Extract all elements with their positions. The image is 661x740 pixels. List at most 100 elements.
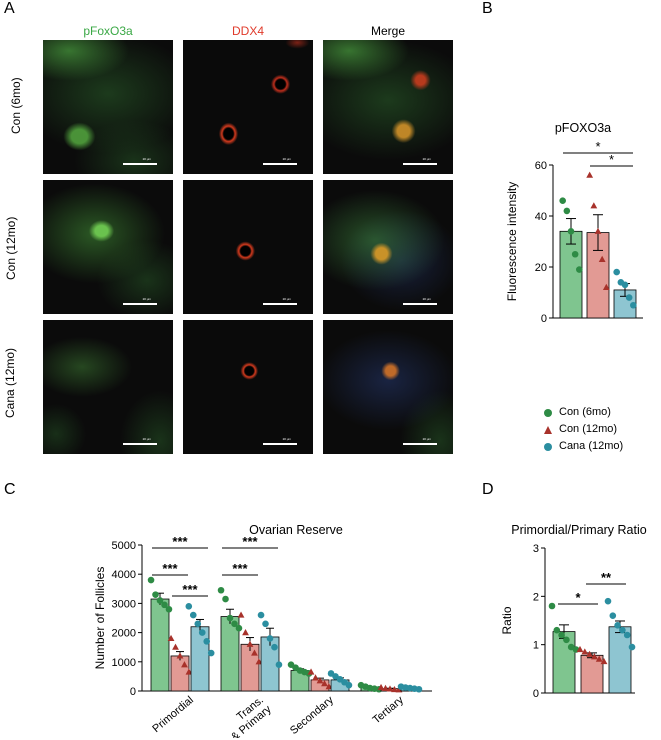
significance-label: *** <box>242 534 258 549</box>
data-point <box>619 626 626 634</box>
data-point <box>558 631 565 639</box>
scale-bar <box>263 163 297 165</box>
significance-label: *** <box>172 534 188 549</box>
bar <box>150 598 170 692</box>
significance-label: *** <box>162 561 178 576</box>
y-tick-label: 60 <box>535 160 547 172</box>
data-point <box>185 603 193 610</box>
x-tick-label-line: Tertiary <box>371 694 407 727</box>
data-point <box>567 228 575 235</box>
data-point <box>257 611 265 619</box>
data-point <box>576 266 583 273</box>
data-point <box>602 283 610 290</box>
x-tick-label: Primordial <box>150 694 196 735</box>
data-point <box>594 227 602 234</box>
data-point <box>621 281 629 289</box>
data-point <box>377 683 385 691</box>
row-label-con-6mo: Con (6mo) <box>9 77 23 134</box>
column-header-pfoxo3a: pFoxO3a <box>83 24 133 38</box>
y-tick-label: 2 <box>533 591 539 603</box>
data-point <box>222 595 229 603</box>
y-tick-label: 1000 <box>112 657 136 669</box>
data-point <box>628 643 636 651</box>
y-tick-label: 3 <box>533 543 539 555</box>
data-point <box>262 620 269 628</box>
data-point <box>563 207 571 215</box>
micrograph-cana12-merge: 20 μm <box>323 320 453 454</box>
scale-bar-label: 20 μm <box>142 157 151 161</box>
data-point <box>147 576 155 584</box>
scale-bar <box>403 163 437 165</box>
chart-b-pfoxo3a: 0 20 40 60 Fluorescence intensity pFOXO3a * * <box>505 121 643 325</box>
scale-bar <box>123 163 157 165</box>
data-point <box>590 202 598 209</box>
scale-bar-label: 20 μm <box>282 437 291 441</box>
y-axis-label: Ratio <box>500 606 514 634</box>
chart-title: Ovarian Reserve <box>249 523 343 537</box>
data-point <box>246 640 254 647</box>
data-point <box>271 643 278 651</box>
data-point <box>231 620 238 628</box>
data-point <box>316 677 324 684</box>
panel-label-a: A <box>4 0 15 17</box>
x-tick-label: Secondary <box>288 694 336 737</box>
data-point <box>576 645 584 653</box>
data-point <box>251 649 258 656</box>
significance-label: * <box>609 152 614 167</box>
micrograph-con6-ddx4: 20 μm <box>183 40 313 174</box>
legend: Con (6mo) Con (12mo) Cana (12mo) <box>543 405 661 465</box>
data-point <box>630 301 637 309</box>
chart-c-ovarian-reserve: 0 1000 2000 3000 4000 5000 Number of Follicles… <box>93 523 432 738</box>
data-point <box>307 668 315 675</box>
x-tick-label-line: Secondary <box>288 694 336 737</box>
data-point <box>581 648 589 655</box>
micrograph-con6-merge: 20 μm <box>323 40 453 174</box>
micrograph-con6-pfoxo3a: 20 μm <box>43 40 173 174</box>
y-tick-label: 1 <box>533 640 539 652</box>
data-point <box>613 268 620 276</box>
scale-bar <box>123 443 157 445</box>
data-point <box>275 661 283 669</box>
data-point <box>266 635 274 642</box>
y-axis-label: Fluorescence intensity <box>505 182 519 301</box>
bar <box>240 643 260 692</box>
data-point <box>176 652 184 659</box>
data-point <box>598 255 606 262</box>
data-point <box>625 294 633 301</box>
data-point <box>609 612 617 619</box>
data-point <box>217 586 225 594</box>
data-point <box>586 171 594 178</box>
data-point <box>563 636 570 644</box>
scale-bar-label: 20 μm <box>142 297 151 301</box>
y-tick-label: 4000 <box>112 569 136 581</box>
data-point <box>600 657 608 665</box>
panel-label-b: B <box>482 0 493 17</box>
y-tick-label: 0 <box>533 688 539 700</box>
y-tick-label: 40 <box>535 211 547 223</box>
data-point <box>165 605 173 613</box>
x-tick-label-line: Primordial <box>150 694 196 735</box>
legend-marker-circle <box>544 409 552 417</box>
data-point <box>382 684 389 691</box>
data-point <box>623 631 631 639</box>
y-axis-label: Number of Follicles <box>93 567 107 670</box>
data-point <box>614 622 621 629</box>
data-point <box>242 629 249 636</box>
column-header-ddx4: DDX4 <box>231 24 264 38</box>
data-point <box>161 601 168 609</box>
scale-bar <box>403 443 437 445</box>
y-tick-label: 0 <box>130 686 136 698</box>
scale-bar <box>263 303 297 305</box>
scale-bar <box>403 303 437 305</box>
x-tick-label: Tertiary <box>371 694 407 727</box>
data-point <box>591 653 598 660</box>
micrograph-cana12-ddx4: 20 μm <box>183 320 313 454</box>
data-point <box>181 661 188 668</box>
data-point <box>571 250 579 258</box>
legend-marker-triangle <box>544 426 552 434</box>
panel-label-d: D <box>482 481 494 498</box>
data-point <box>172 643 179 650</box>
legend-item-cana: Cana (12mo) <box>543 439 661 455</box>
micrograph-cana12-pfoxo3a: 20 μm <box>43 320 173 454</box>
